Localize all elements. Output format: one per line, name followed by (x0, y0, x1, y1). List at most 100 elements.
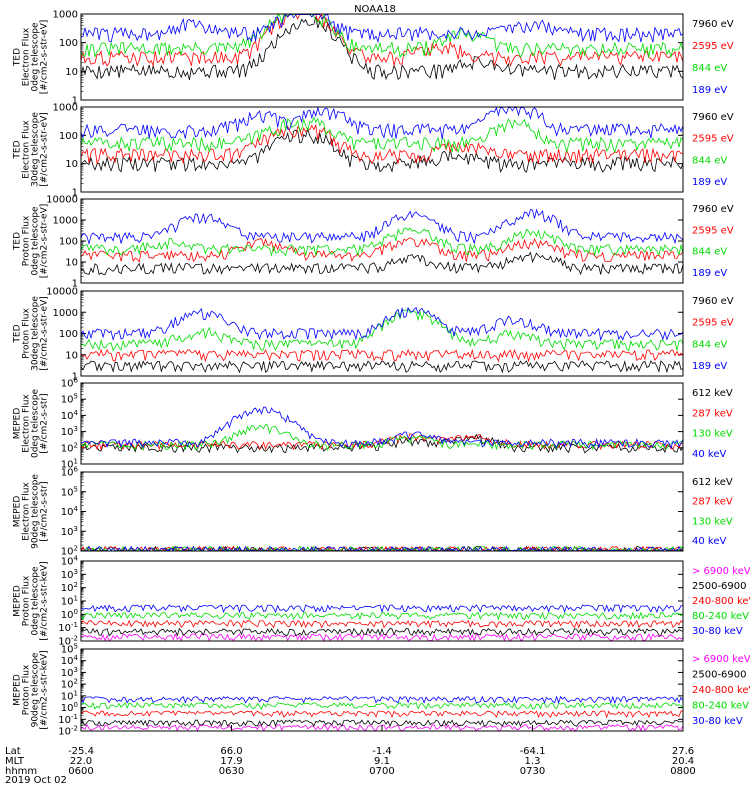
y-axis-label: MEPED Proton Flux 0deg telescope [#/cm2-s-s… (13, 561, 50, 640)
y-axis-label: TED Electron Flux 30deg telescope [#/cm2-s-… (13, 112, 50, 187)
legend: 7960 eV 2595 eV 844 eV 189 eV (692, 296, 734, 372)
y-axis-label: TED Proton Flux 30deg telescope [#/cm2-s-st… (13, 296, 50, 371)
y-tick-label: 104 (61, 505, 79, 518)
series-line (80, 710, 684, 719)
legend-entry: 80-240 keV (692, 611, 749, 622)
panel-frame (80, 648, 684, 732)
y-tick-label: 104 (61, 555, 79, 568)
y-tick-label: 10000 (46, 195, 78, 206)
y-tick-label: 10 (65, 159, 78, 170)
y-tick-label: 1000 (53, 216, 78, 227)
legend-entry: 130 keV (692, 429, 733, 440)
legend-entry: 240-800 keV (692, 596, 750, 607)
x-tick-label: -1.4 (372, 746, 392, 757)
series-traces (80, 106, 684, 173)
x-row-label: MLT (5, 756, 25, 767)
legend-entry: 612 keV (692, 477, 733, 488)
legend-entry: 40 keV (692, 536, 726, 547)
y-tick-label: 1 (72, 372, 78, 383)
x-tick-label: 0730 (520, 766, 545, 777)
legend-entry: 189 eV (692, 268, 727, 279)
panel-2: 1000 100 10 1 TED Electron Flux 30deg telescop… (13, 103, 734, 199)
y-tick-label: 102 (61, 581, 78, 594)
y-axis-label-line: TED (13, 324, 23, 343)
series-traces (80, 604, 684, 642)
legend-entry: 2595 eV (692, 225, 734, 236)
x-tick-label: 27.6 (672, 746, 694, 757)
legend-entry: 7960 eV (692, 296, 734, 307)
series-line (80, 611, 684, 621)
y-tick-label: 106 (61, 466, 79, 479)
y-axis-label-line: TED (13, 48, 23, 67)
y-tick-label: 100 (59, 329, 78, 340)
series-line (80, 433, 684, 454)
y-tick-label: 104 (61, 409, 79, 422)
y-axis-label-line: 30deg telescope (31, 112, 41, 187)
y-axis-label-line: [#/cm2-s-str-eV] (40, 112, 50, 187)
y-tick-label: 106 (61, 377, 79, 390)
legend-entry: 2500-6900 (692, 581, 747, 592)
legend-entry: 844 eV (692, 247, 727, 258)
y-tick-label: 102 (61, 441, 78, 454)
y-axis-label-line: Proton Flux (22, 575, 32, 626)
x-tick-label: 1.3 (525, 756, 541, 767)
series-line (80, 237, 684, 263)
y-axis-label-line: [#/cm2-s-str-eV] (40, 204, 50, 279)
series-line (80, 306, 684, 342)
panel-4: 10000 1000 100 10 1 TED Proton Flux 30deg teles… (13, 287, 734, 383)
series-line (80, 123, 684, 165)
series-line (80, 604, 684, 614)
x-tick-label: 0700 (369, 766, 394, 777)
y-tick-label: 105 (61, 393, 78, 406)
legend-entry: 612 keV (692, 388, 733, 399)
y-axis-label-line: 0deg telescope (31, 566, 41, 636)
x-tick-label: 0630 (219, 766, 244, 777)
y-tick-label: 1 (72, 188, 78, 199)
y-tick-label: 100 (59, 237, 78, 248)
y-tick-label: 10-2 (58, 725, 78, 738)
legend-entry: 80-240 keV (692, 701, 749, 712)
legend-entry: 189 eV (692, 85, 727, 96)
legend-entry: 844 eV (692, 339, 727, 350)
legend: > 6900 keV 2500-6900 240-800 keV 80-240 keV… (692, 654, 750, 727)
y-axis-label: MEPED Proton Flux 90deg telescope [#/cm2-s-… (13, 650, 50, 729)
legend-entry: 2595 eV (692, 134, 734, 145)
series-traces (80, 545, 684, 552)
y-axis-label-line: TED (13, 232, 23, 251)
y-axis-label-line: [#/cm2-s-str-keV] (40, 650, 50, 729)
y-tick-label: 100 (61, 608, 78, 621)
x-tick-label: 20.4 (672, 756, 694, 767)
legend-entry: 844 eV (692, 63, 727, 74)
series-line (80, 695, 684, 705)
panel-frame (80, 471, 684, 552)
series-line (80, 251, 684, 275)
y-axis-label-line: MEPED (13, 674, 23, 706)
y-axis-label-line: [#/cm2-s-str-keV] (40, 561, 50, 640)
y-tick-label: 100 (59, 38, 78, 49)
series-line (80, 360, 684, 374)
series-traces (80, 13, 684, 81)
panel-frame (80, 106, 684, 193)
series-line (80, 308, 684, 352)
chart-title: NOAA18 (354, 4, 396, 15)
y-tick-label: 1000 (53, 103, 78, 114)
x-tick-label: -25.4 (68, 746, 94, 757)
x-tick-label: 0600 (68, 766, 93, 777)
y-axis-label: MEPED Electron Flux 90deg telescope [#/cm2-… (13, 474, 50, 549)
series-line (80, 433, 684, 452)
x-tick-label: 22.0 (70, 756, 92, 767)
legend: 612 keV 287 keV 130 keV 40 keV (692, 477, 733, 547)
legend-entry: 130 keV (692, 516, 733, 527)
legend-entry: 287 keV (692, 408, 733, 419)
y-axis-label-line: 0deg telescope (31, 389, 41, 459)
series-line (81, 719, 684, 728)
y-tick-label: 101 (61, 595, 78, 608)
legend-entry: 189 eV (692, 177, 727, 188)
y-tick-label: 103 (61, 425, 78, 438)
legend-entry: 40 keV (692, 449, 726, 460)
y-tick-label: 100 (59, 131, 78, 142)
series-line (80, 116, 684, 154)
